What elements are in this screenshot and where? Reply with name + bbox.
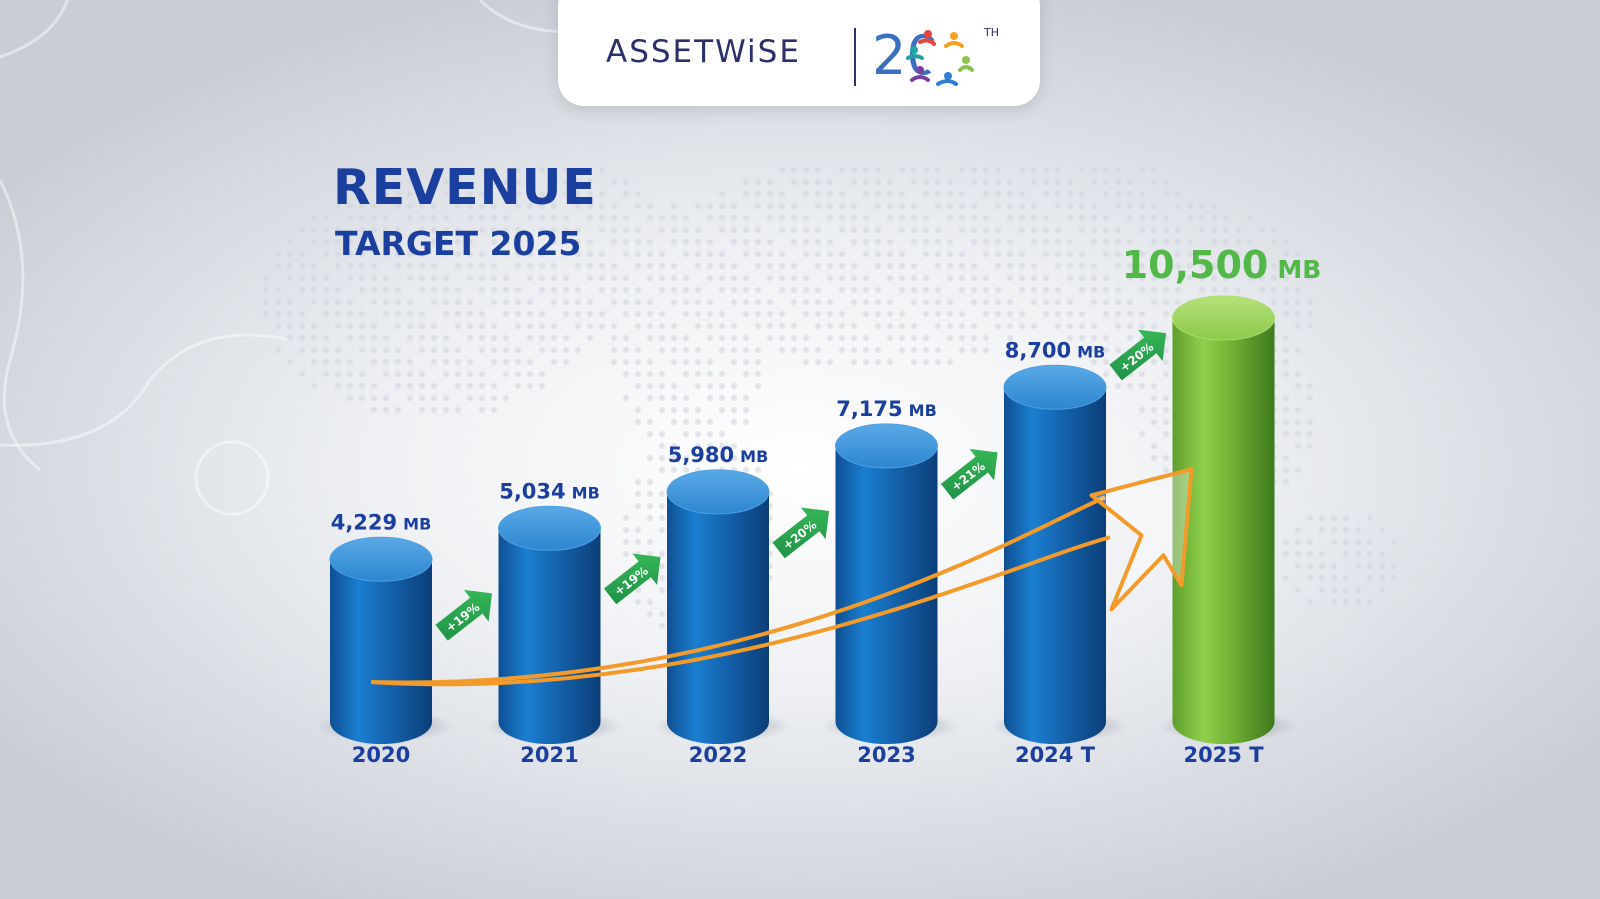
- trend-arrow-upper-edge: [370, 495, 1106, 685]
- bar-top-cap: [329, 536, 433, 582]
- revenue-bar: [498, 505, 601, 745]
- x-axis-category-label: 2025 T: [1183, 743, 1264, 767]
- x-axis-category-label: 2022: [689, 743, 747, 767]
- data-value-label: 5,980 MB: [668, 443, 769, 467]
- revenue-bar: [1003, 364, 1107, 744]
- bar-top-cap: [1172, 295, 1275, 341]
- brand-logo-card: ASSETWiSE 20 TH: [558, 0, 1040, 106]
- trend-arrow-head: [1089, 467, 1194, 612]
- growth-rate-arrow: +20%: [772, 507, 830, 559]
- growth-arrow-shape: [1109, 329, 1167, 381]
- target-bar-2025: [1172, 295, 1275, 745]
- bar-body: [498, 528, 601, 745]
- x-axis-category-label: 2020: [352, 743, 410, 767]
- growth-rate-arrow: +21%: [940, 448, 998, 500]
- bar-body: [667, 491, 769, 744]
- x-axis-category-label: 2021: [520, 743, 578, 767]
- x-axis-category-label: 2024 T: [1015, 743, 1096, 767]
- logo-divider: [854, 28, 856, 86]
- bar-body: [1004, 387, 1106, 744]
- anniversary-people-icon: [906, 30, 974, 86]
- data-value-label: 5,034 MB: [499, 479, 600, 503]
- growth-arrow-shape: [940, 448, 998, 500]
- chart-subtitle: TARGET 2025: [335, 224, 582, 263]
- growth-arrow-shape: [603, 553, 661, 605]
- bar-top-cap: [835, 423, 938, 469]
- anniversary-logo: 20 TH: [872, 20, 1012, 92]
- bar-top-cap: [1003, 364, 1107, 410]
- brand-wordmark: ASSETWiSE: [606, 34, 801, 70]
- growth-rate-arrow: +20%: [1109, 329, 1167, 381]
- bar-body: [1172, 318, 1275, 745]
- highlight-value-label: 10,500 MB: [1122, 243, 1322, 287]
- data-value-label: 4,229 MB: [331, 510, 432, 534]
- growth-arrow-shape: [435, 589, 493, 641]
- revenue-bar: [666, 469, 770, 744]
- data-value-label: 8,700 MB: [1005, 338, 1106, 362]
- x-axis-category-label: 2023: [857, 743, 915, 767]
- bar-top-cap: [498, 505, 601, 551]
- trend-arrow-lower-edge: [370, 535, 1111, 687]
- growth-rate-arrow: +19%: [603, 553, 661, 605]
- bar-top-cap: [666, 469, 770, 515]
- revenue-bar: [835, 423, 938, 745]
- growth-arrow-shape: [772, 507, 830, 559]
- revenue-bar: [329, 536, 433, 744]
- growth-rate-arrow: +19%: [435, 589, 493, 641]
- anniversary-suffix: TH: [984, 26, 999, 39]
- chart-title: REVENUE: [333, 159, 597, 216]
- data-value-label: 7,175 MB: [836, 397, 937, 421]
- bar-body: [330, 559, 432, 744]
